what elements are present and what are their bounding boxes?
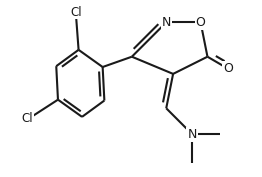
Text: O: O	[196, 16, 205, 29]
Text: N: N	[187, 128, 197, 141]
Text: N: N	[162, 16, 171, 29]
Text: Cl: Cl	[70, 5, 82, 19]
Text: Cl: Cl	[21, 112, 33, 125]
Text: O: O	[223, 62, 233, 75]
